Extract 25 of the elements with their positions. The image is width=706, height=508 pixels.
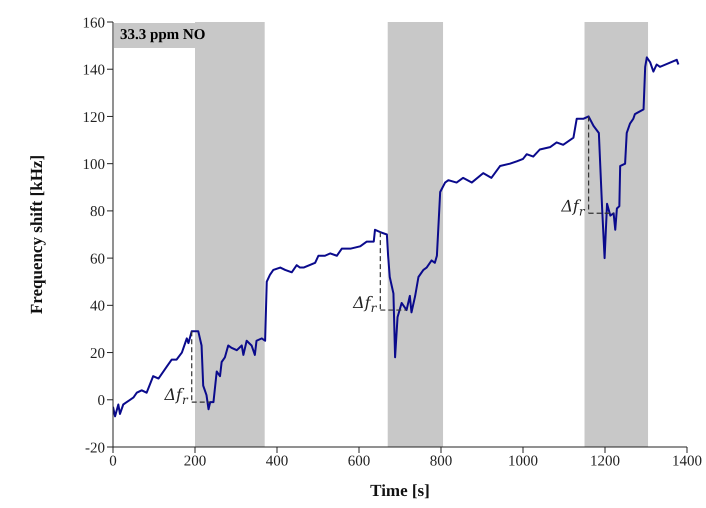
- x-tick-label: 1000: [508, 454, 538, 470]
- x-tick-label: 400: [266, 454, 288, 470]
- y-tick-label: -20: [85, 440, 105, 456]
- y-tick-label: 160: [82, 15, 105, 32]
- annotation: Δf$_{r}$: [560, 196, 586, 218]
- annotation: Δf$_{r}$: [352, 293, 378, 315]
- x-tick-label: 800: [430, 454, 452, 470]
- x-axis-title: Time [s]: [370, 481, 430, 500]
- y-tick-label: 80: [90, 204, 105, 220]
- x-tick-label: 200: [184, 454, 206, 470]
- y-tick-label: 40: [90, 298, 105, 315]
- y-tick-label: 20: [90, 346, 105, 362]
- y-tick-label: 0: [98, 393, 105, 410]
- annotation: 33.3 ppm NO: [114, 23, 206, 48]
- y-tick-label: 120: [82, 110, 105, 126]
- y-tick-label: 140: [82, 62, 105, 79]
- y-tick-label: 60: [90, 251, 105, 268]
- x-tick-label: 1400: [672, 454, 702, 470]
- x-tick-label: 600: [348, 454, 370, 470]
- y-axis-title: Frequency shift [kHz]: [27, 154, 46, 314]
- annotation: Δf$_{r}$: [163, 385, 189, 407]
- x-tick-label: 1200: [590, 454, 620, 470]
- line-series: [113, 56, 680, 418]
- y-tick-label: 100: [82, 156, 105, 173]
- x-tick-label: 0: [109, 454, 117, 470]
